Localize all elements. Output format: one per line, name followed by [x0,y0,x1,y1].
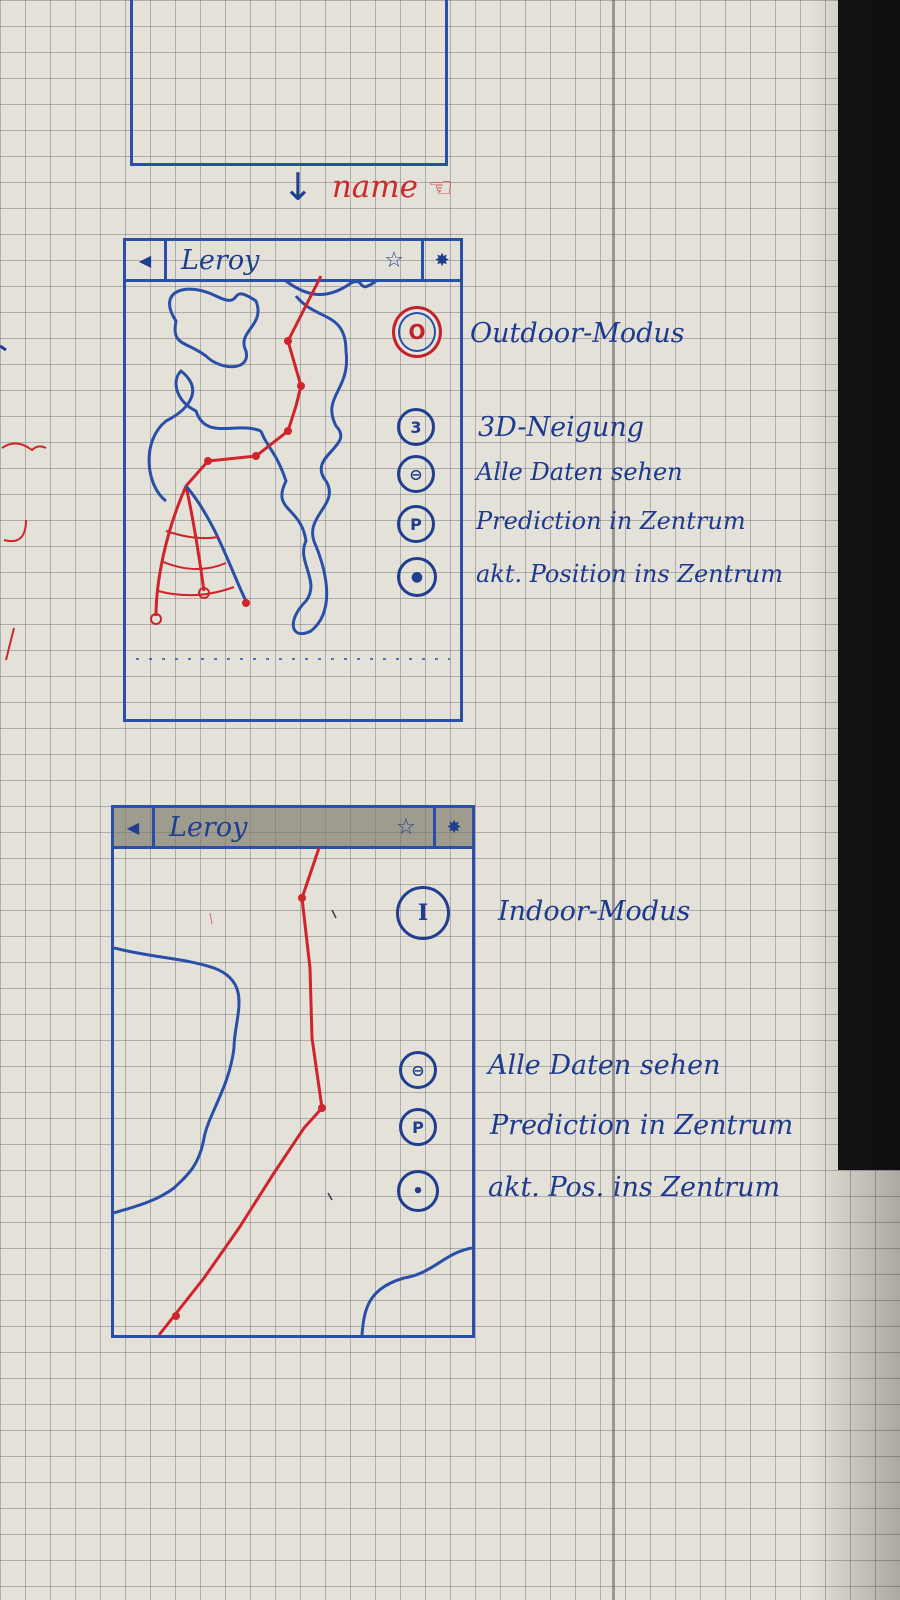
tilt-3d-button[interactable]: 3 [397,408,435,446]
left-margin-scribbles [0,344,47,661]
favorite-button[interactable]: ☆ [379,808,433,846]
annotation-current-position: akt. Pos. ins Zentrum [488,1172,781,1203]
pointing-hand-icon: ☜ [428,170,454,204]
page-title: Leroy [169,811,248,843]
annotation-current-position: akt. Position ins Zentrum [476,560,783,588]
current-position-center-button[interactable]: • [397,1170,439,1212]
navbar: ◀ Leroy ☆ ✸ [126,241,460,282]
annotation-3d-tilt: 3D-Neigung [478,412,645,443]
star-icon: ☆ [384,247,404,273]
outdoor-mode-button[interactable]: O [392,306,442,358]
favorite-button[interactable]: ☆ [367,241,421,279]
settings-button[interactable]: ✸ [421,241,460,279]
outdoor-map[interactable] [126,241,460,719]
navbar: ◀ Leroy ☆ ✸ [114,808,472,849]
show-all-data-button[interactable]: ⊖ [397,455,435,493]
indoor-map[interactable] [114,808,472,1335]
back-arrow-icon: ◀ [126,817,140,837]
annotation-outdoor-mode: Outdoor-Modus [470,318,685,349]
settings-icon: ✸ [446,816,462,838]
back-button[interactable]: ◀ [114,808,155,846]
annotation-prediction-center: Prediction in Zentrum [476,507,746,535]
back-arrow-icon: ◀ [138,250,152,270]
swipe-hint[interactable]: ↓ name ☜ [282,168,453,206]
prediction-center-button[interactable]: P [399,1108,437,1146]
dark-background-edge [838,0,900,1170]
down-arrow-icon: ↓ [282,165,314,209]
annotation-show-all-data: Alle Daten sehen [476,458,683,486]
prediction-center-button[interactable]: P [397,505,435,543]
swipe-hint-label: name [331,169,419,205]
settings-button[interactable]: ✸ [433,808,472,846]
notebook-fold-line [612,0,615,1600]
annotation-prediction-center: Prediction in Zentrum [490,1110,794,1141]
indoor-mode-button[interactable]: I [396,886,450,940]
previous-screen-frame [130,0,448,166]
indoor-screen: ◀ Leroy ☆ ✸ [111,805,475,1338]
page-title: Leroy [181,244,260,276]
back-button[interactable]: ◀ [126,241,167,279]
annotation-indoor-mode: Indoor-Modus [498,896,691,927]
current-position-center-button[interactable]: ● [397,557,437,597]
star-icon: ☆ [396,814,416,840]
show-all-data-button[interactable]: ⊖ [399,1051,437,1089]
outdoor-screen: ◀ Leroy ☆ ✸ [123,238,463,722]
settings-icon: ✸ [434,249,450,271]
annotation-show-all-data: Alle Daten sehen [488,1050,721,1081]
